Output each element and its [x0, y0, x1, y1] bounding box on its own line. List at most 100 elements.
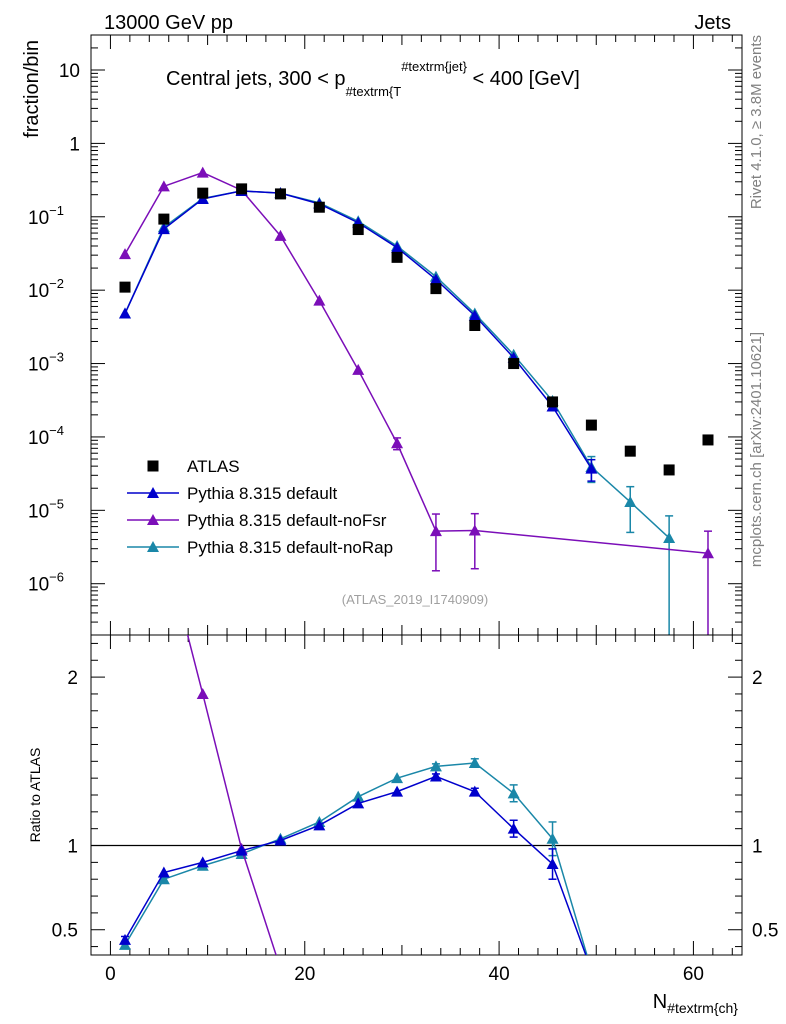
data-point — [119, 248, 132, 260]
ratio-data-point — [468, 757, 481, 768]
legend-label: Pythia 8.315 default-noFsr — [187, 511, 387, 530]
main-y-tick-mantissa: 10 — [28, 208, 49, 229]
data-point — [701, 547, 714, 559]
main-y-tick-label: 1 — [69, 134, 80, 155]
ratio-series-pythia-8-315-default-nofsr — [186, 635, 286, 973]
ratio-data-point — [391, 772, 404, 784]
main-y-tick-label: 10−2 — [28, 276, 64, 302]
series-pythia-8-315-default — [119, 184, 598, 482]
main-plot: fraction/bin Central jets, 300 < p#textr… — [21, 34, 743, 636]
ratio-data-point — [352, 797, 365, 809]
legend-marker — [147, 460, 159, 472]
main-y-tick-mantissa: 10 — [28, 428, 49, 449]
legend-item: Pythia 8.315 default-noRap — [127, 538, 393, 557]
data-point — [430, 283, 442, 295]
title-superscript: #textrm{jet} — [401, 59, 467, 74]
ratio-data-point — [196, 856, 209, 868]
ratio-y-tick-label-right: 0.5 — [752, 921, 778, 942]
data-point — [624, 495, 637, 507]
data-point — [313, 201, 325, 213]
ratio-data-point — [546, 832, 559, 844]
main-y-tick-exponent: −1 — [49, 203, 64, 218]
ratio-data-point — [468, 785, 481, 797]
main-y-tick-exponent: −6 — [49, 570, 64, 585]
ratio-y-axis-label: Ratio to ATLAS — [27, 748, 43, 843]
ratio-data-point — [157, 866, 170, 878]
ratio-plot: Ratio to ATLAS N#textrm{ch} 0 20 40 60 0.5 0.… — [27, 634, 778, 1016]
main-y-tick-exponent: −4 — [49, 423, 64, 438]
ratio-y-tick-label-right: 1 — [752, 837, 763, 858]
main-y-tick-label: 10−4 — [28, 423, 64, 449]
main-y-tick-label: 10−3 — [28, 350, 64, 376]
data-point — [197, 187, 209, 199]
data-point — [585, 462, 598, 474]
legend-label: Pythia 8.315 default — [187, 484, 338, 503]
main-y-tick-mantissa: 1 — [69, 134, 80, 155]
legend-item: ATLAS — [147, 457, 240, 476]
ratio-data-point — [196, 687, 209, 699]
legend-marker — [147, 487, 159, 498]
ratio-data-point — [429, 760, 442, 772]
data-point — [352, 363, 365, 375]
title-part-a: Central jets, 300 < p — [166, 68, 346, 90]
ratio-x-tick-label: 20 — [294, 964, 315, 985]
title-part-b: < 400 [GeV] — [467, 68, 580, 90]
ratio-data-marks — [91, 635, 742, 975]
data-point — [274, 229, 287, 241]
main-data-marks — [119, 166, 714, 635]
rivet-label: Rivet 4.1.0, ≥ 3.8M events — [748, 35, 765, 209]
ratio-plot-frame — [90, 634, 743, 956]
ratio-data-point — [507, 787, 520, 799]
legend-item: Pythia 8.315 default — [127, 484, 338, 503]
analysis-watermark: (ATLAS_2019_I1740909) — [342, 592, 488, 607]
data-point — [274, 188, 286, 200]
data-point — [624, 445, 636, 457]
data-point — [119, 307, 132, 319]
ratio-x-tick-label: 0 — [105, 964, 116, 985]
main-y-tick-exponent: −3 — [49, 350, 64, 365]
ratio-data-point — [313, 819, 326, 831]
data-point — [119, 281, 131, 293]
data-point — [702, 434, 714, 446]
ratio-data-point — [274, 962, 286, 973]
data-point — [391, 437, 404, 449]
data-point — [508, 358, 520, 370]
ratio-data-point — [274, 834, 287, 846]
main-y-axis-label: fraction/bin — [21, 40, 43, 138]
data-point — [391, 251, 403, 263]
data-point — [429, 273, 442, 285]
ratio-data-point — [157, 873, 170, 885]
x-label-subscript: #textrm{ch} — [667, 1000, 738, 1016]
x-label-main: N — [653, 991, 667, 1013]
legend: ATLAS Pythia 8.315 default Pythia 8.315 de… — [127, 457, 393, 557]
series-atlas — [119, 183, 714, 476]
main-y-tick-mantissa: 10 — [28, 355, 49, 376]
main-y-tick-label: 10 — [59, 61, 80, 82]
ratio-data-point — [391, 785, 404, 797]
main-y-tick-mantissa: 10 — [28, 281, 49, 302]
data-point — [469, 320, 481, 332]
ratio-series-pythia-8-315-default — [119, 770, 597, 975]
data-point — [391, 241, 404, 253]
ratio-data-point — [585, 964, 597, 975]
data-point — [663, 531, 676, 543]
ratio-ticks: 0 20 40 60 0.5 0.5 1 1 2 2 — [52, 635, 778, 985]
data-point — [157, 223, 170, 235]
ratio-series-line — [186, 635, 277, 955]
ratio-data-point — [585, 964, 597, 975]
header-right: Jets — [694, 12, 731, 34]
data-point — [352, 224, 364, 236]
ratio-x-tick-label: 60 — [683, 964, 704, 985]
legend-marker — [147, 541, 159, 552]
ratio-data-point — [119, 933, 132, 945]
ratio-data-point — [429, 770, 442, 782]
main-y-tick-exponent: −2 — [49, 276, 64, 291]
ratio-data-point — [507, 822, 520, 834]
ratio-series-group — [119, 635, 597, 975]
ratio-y-tick-label: 2 — [67, 668, 78, 689]
ratio-x-axis-label: N#textrm{ch} — [653, 991, 739, 1016]
title-subscript: #textrm{T — [346, 84, 402, 99]
data-point — [313, 294, 326, 306]
main-y-tick-mantissa: 10 — [59, 61, 80, 82]
